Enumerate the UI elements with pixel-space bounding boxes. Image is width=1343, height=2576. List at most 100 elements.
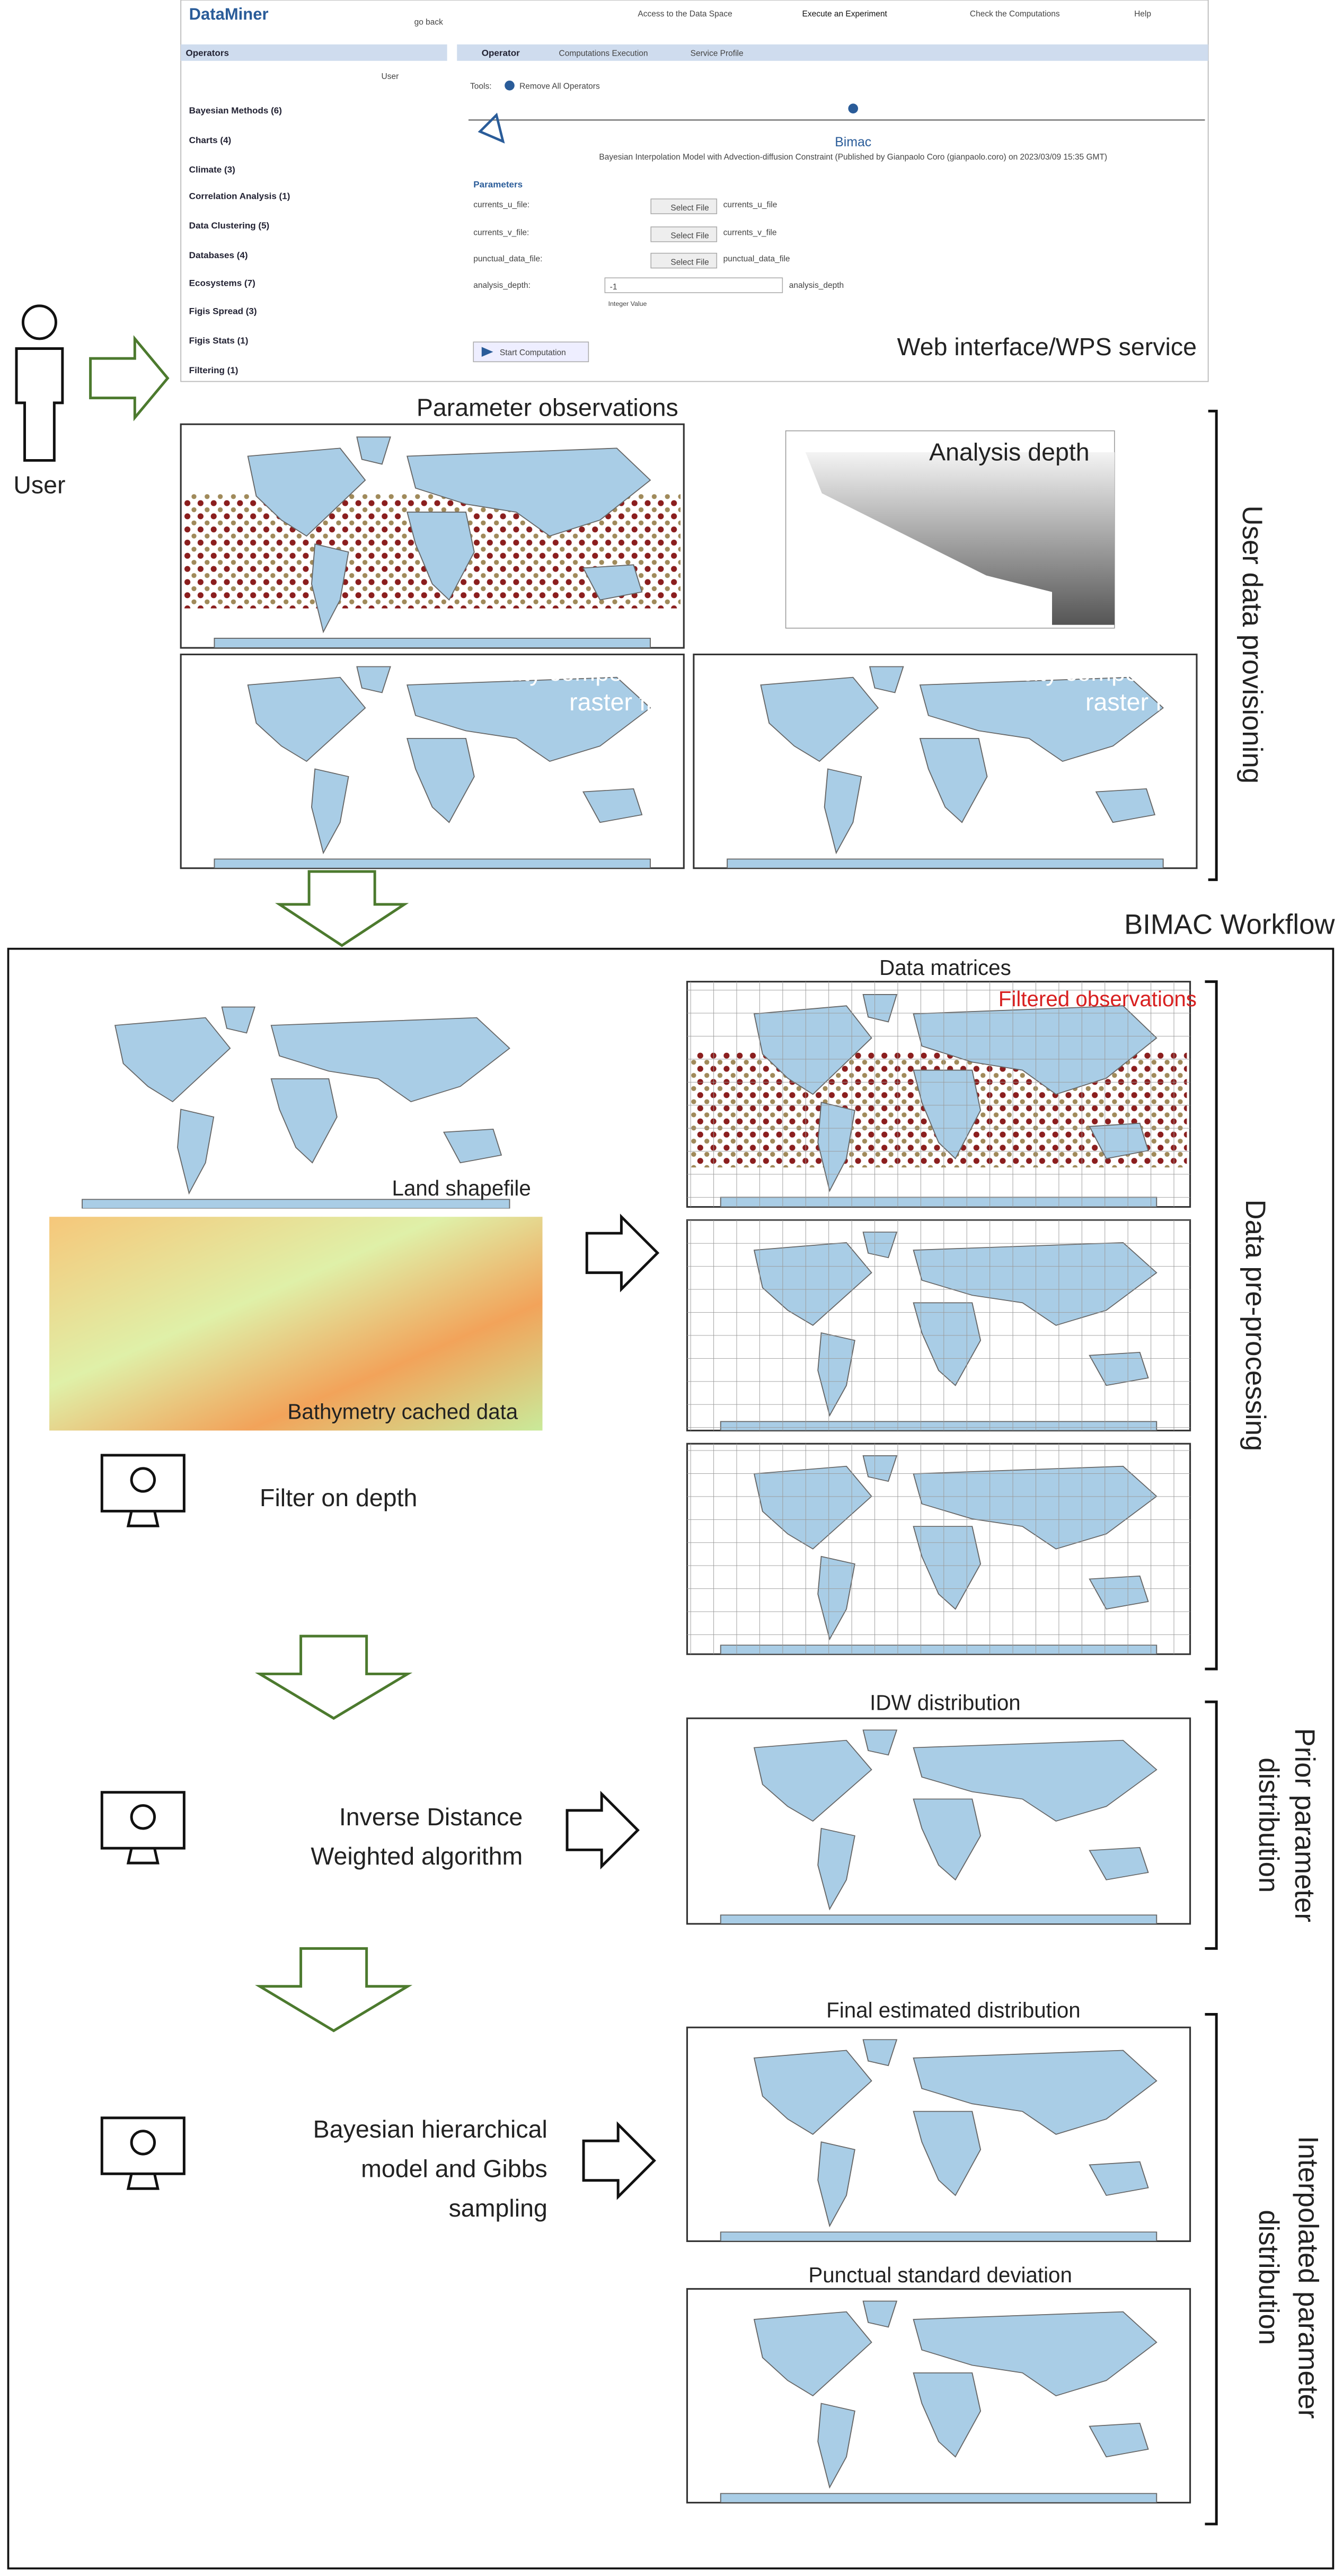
workflow-title: BIMAC Workflow: [1124, 909, 1335, 940]
operator: Charts (4): [189, 135, 232, 145]
user-head: [21, 304, 57, 340]
param-value: -1: [610, 283, 617, 292]
step-label: Bayesian hierarchical: [313, 2115, 547, 2143]
param-hint: Integer Value: [608, 300, 647, 307]
button-label: Select File: [670, 232, 709, 241]
param-name: currents_u_file:: [473, 200, 529, 209]
operators-list: Bayesian Methods (6) Charts (4) Climate …: [189, 105, 290, 375]
nav-item: Execute an Experiment: [802, 10, 888, 19]
button-label: Select File: [670, 258, 709, 267]
algorithm-icon: [478, 112, 505, 144]
operators-header: [181, 44, 447, 61]
arrow-right: [566, 1790, 640, 1870]
map: [686, 2288, 1191, 2504]
parameters-label: Parameters: [473, 180, 523, 190]
computer-icon: [100, 1454, 185, 1527]
section-label: distribution: [1253, 1757, 1284, 1893]
nav-item: go back: [414, 18, 444, 27]
logo: DataMiner: [189, 5, 269, 23]
operator: Figis Stats (1): [189, 336, 249, 346]
operator: Figis Spread (3): [189, 306, 257, 316]
bracket: [1208, 409, 1218, 881]
user: User: [13, 304, 170, 498]
operator: Ecosystems (7): [189, 278, 255, 288]
nav-item: Check the Computations: [970, 10, 1060, 19]
map: [180, 653, 685, 869]
workflow-frame: [7, 947, 1335, 2570]
step-label: Filter on depth: [260, 1484, 417, 1511]
user-label: User: [13, 471, 65, 498]
arrow-right: [89, 335, 170, 421]
tab-bar: [457, 44, 1208, 61]
map-label: Filtered observations: [999, 987, 1197, 1011]
remove-icon: [505, 80, 515, 91]
grid-overlay: [687, 981, 1190, 1207]
panel-title: Data matrices: [879, 955, 1011, 980]
land: [720, 2039, 1158, 2241]
param-name: currents_v_file:: [473, 228, 529, 238]
param-value: punctual_data_file: [723, 254, 790, 263]
arrow-down: [275, 870, 409, 947]
operator: Filtering (1): [189, 365, 238, 375]
section-label: Prior parameter: [1289, 1728, 1320, 1922]
arrow-down: [255, 1947, 413, 2033]
tab: Computations Execution: [559, 49, 648, 58]
timeline-dot: [848, 103, 859, 114]
provisioning: Parameter observations Analysis depth u-…: [180, 394, 1268, 881]
param-description: analysis_depth: [789, 281, 844, 290]
ui-frame: [180, 0, 1209, 382]
nav-item: Access to the Data Space: [638, 10, 732, 19]
param-value: currents_v_file: [723, 228, 777, 238]
map: [686, 1717, 1191, 1925]
param-name: punctual_data_file:: [473, 254, 542, 263]
map-label: Bathymetry cached data: [288, 1400, 518, 1424]
map: [180, 423, 685, 649]
play-icon: [481, 347, 493, 357]
param-value: currents_u_file: [723, 200, 777, 209]
web-ui: DataMiner go back Access to the Data Spa…: [180, 0, 1209, 382]
map-label: v-velocity component: [955, 658, 1187, 686]
start-label: Start Computation: [500, 348, 566, 357]
operator: Correlation Analysis (1): [189, 191, 290, 201]
select-button: [650, 198, 718, 214]
section-label: Data pre-processing: [1240, 1200, 1271, 1452]
map-label: u-velocity component: [438, 658, 671, 686]
algorithm-description: Bayesian Interpolation Model with Advect…: [599, 153, 1107, 162]
depth-title: Analysis depth: [929, 438, 1090, 465]
param-name: analysis_depth:: [473, 281, 531, 290]
panel-title: IDW distribution: [870, 1691, 1021, 1715]
step-label: sampling: [449, 2194, 547, 2222]
arrow-down: [255, 1634, 413, 1720]
select-button: [650, 226, 718, 242]
workflow: BIMAC Workflow Land shapefile Bathymetry…: [7, 909, 1335, 2570]
step-label: model and Gibbs: [361, 2155, 547, 2183]
arrow-right: [585, 1214, 660, 1293]
step-label: Weighted algorithm: [311, 1842, 523, 1870]
remove-all: Remove All Operators: [519, 82, 600, 91]
select-button: [650, 252, 718, 269]
button-label: Select File: [670, 204, 709, 213]
bracket: [1205, 1700, 1218, 1950]
map: [686, 2026, 1191, 2243]
computer-icon: [100, 1791, 185, 1865]
bracket: [1205, 980, 1218, 1671]
land: [720, 2300, 1158, 2503]
section-label: User data provisioning: [1236, 506, 1268, 784]
algorithm-title: Bimac: [835, 135, 871, 150]
tools-label: Tools:: [470, 82, 492, 91]
panel-title: Parameter observations: [417, 394, 678, 421]
operator: Data Clustering (5): [189, 221, 270, 231]
depth-profile: [805, 452, 1115, 625]
section-label: Interpolated parameter: [1292, 2136, 1323, 2419]
panel-title: Final estimated distribution: [826, 1998, 1080, 2023]
section-label: distribution: [1253, 2210, 1284, 2345]
tab: Service Profile: [691, 49, 744, 58]
tab: Operator: [482, 48, 520, 58]
step-label: Inverse Distance: [339, 1803, 523, 1831]
map-label: raster file: [1085, 688, 1187, 716]
grid-overlay: [687, 1444, 1190, 1655]
operator: Databases (4): [189, 250, 248, 260]
operators-title: Operators: [185, 48, 228, 58]
